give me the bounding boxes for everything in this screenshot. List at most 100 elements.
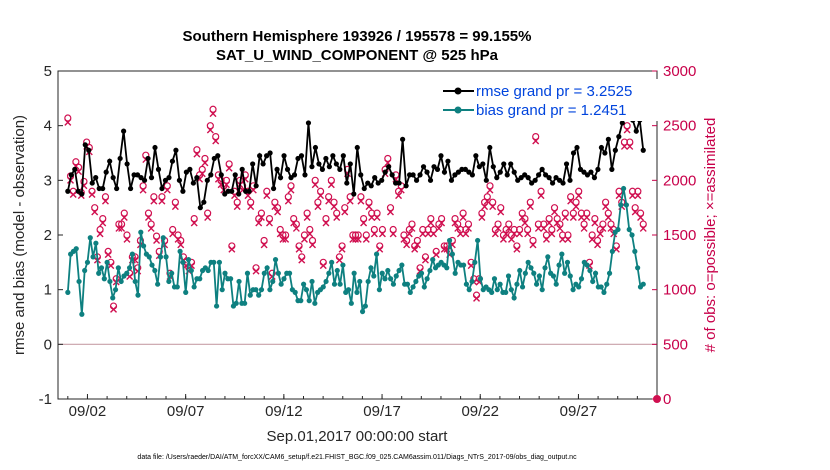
bias-point <box>536 273 542 279</box>
obs-possible-point <box>424 225 432 234</box>
obs-assimilated-point <box>486 186 494 194</box>
bias-point <box>242 300 248 306</box>
obs-possible-point <box>437 215 446 223</box>
rmse-point <box>452 172 458 178</box>
obs-assimilated-point <box>569 214 577 222</box>
obs-possible-point <box>327 176 335 184</box>
rmse-point <box>222 191 228 197</box>
rmse-point <box>347 161 353 167</box>
rmse-point <box>455 169 462 175</box>
rmse-point <box>518 175 524 181</box>
rmse-point <box>232 172 238 178</box>
obs-assimilated-point <box>309 241 317 249</box>
obs-assimilated-point <box>330 203 338 211</box>
rmse-point <box>312 144 319 151</box>
obs-possible-point <box>459 209 467 217</box>
bias-point <box>522 270 528 276</box>
obs-assimilated-point <box>314 203 322 211</box>
rmse-point <box>284 166 291 172</box>
obs-assimilated-point <box>438 219 446 227</box>
obs-possible-point <box>144 209 153 217</box>
obs-possible-point <box>212 133 220 141</box>
obs-assimilated-point <box>545 219 553 227</box>
bias-point <box>174 284 180 290</box>
obs-assimilated-point <box>637 214 645 222</box>
bias-point <box>323 278 329 285</box>
obs-assimilated-point <box>489 203 497 211</box>
obs-possible-point <box>139 182 147 190</box>
obs-assimilated-point <box>169 230 177 238</box>
obs-assimilated-point <box>629 192 636 200</box>
bias-point <box>253 287 259 293</box>
bias-point <box>84 259 91 265</box>
obs-possible-point <box>634 187 642 195</box>
obs-assimilated-point <box>567 197 575 205</box>
bias-point <box>334 267 340 274</box>
rmse-point <box>197 205 203 211</box>
obs-assimilated-point <box>317 192 325 200</box>
obs-assimilated-point <box>411 245 419 253</box>
rmse-point <box>264 153 270 159</box>
rmse-point <box>494 175 500 181</box>
obs-assimilated-point <box>534 224 542 232</box>
obs-assimilated-point <box>456 230 464 238</box>
obs-assimilated-point <box>190 219 198 227</box>
rmse-point <box>239 166 245 172</box>
rmse-point <box>612 147 618 153</box>
bias-point <box>141 243 147 249</box>
obs-assimilated-point <box>575 192 583 200</box>
bias-point <box>472 259 478 265</box>
bias-point <box>359 308 366 315</box>
obs-possible-point <box>303 209 311 217</box>
obs-possible-point <box>497 204 505 212</box>
rmse-point <box>75 188 81 194</box>
bias-point <box>351 270 357 276</box>
obs-assimilated-point <box>518 214 526 222</box>
obs-possible-point <box>120 209 128 217</box>
rmse-point <box>82 142 88 148</box>
obs-possible-point <box>349 231 357 239</box>
bias-point <box>112 287 119 293</box>
obs-possible-point <box>365 198 373 206</box>
bias-point <box>379 270 385 276</box>
rmse-point <box>173 147 179 153</box>
bias-point <box>155 281 161 287</box>
obs-assimilated-point <box>516 230 524 238</box>
obs-markers <box>64 105 647 313</box>
obs-possible-point <box>524 225 532 234</box>
obs-assimilated-point <box>615 192 623 200</box>
obs-assimilated-point <box>542 235 550 243</box>
bias-point <box>604 281 610 287</box>
legend-box <box>438 79 659 121</box>
obs-possible-point <box>152 232 161 240</box>
bias-point <box>539 287 545 293</box>
obs-possible-point <box>545 215 553 223</box>
bias-point <box>519 284 526 290</box>
rmse-point <box>379 177 385 183</box>
obs-assimilated-point <box>204 214 212 222</box>
obs-possible-point <box>526 198 534 206</box>
bias-point <box>421 284 427 290</box>
rmse-point <box>577 166 584 172</box>
obs-assimilated-point <box>389 230 397 238</box>
rmse-point <box>316 161 322 167</box>
rmse-point <box>588 169 594 175</box>
rmse-point <box>602 150 608 156</box>
bias-point <box>278 281 284 287</box>
obs-possible-point <box>505 220 513 228</box>
right-tick-label: 3000 <box>663 63 696 80</box>
bias-point <box>407 289 413 295</box>
x-axis: 09/02 09/07 09/12 09/17 09/22 09/27 <box>67 394 638 420</box>
obs-possible-point <box>553 215 561 223</box>
obs-possible-point <box>330 198 338 206</box>
rmse-point <box>563 161 570 167</box>
bias-point <box>256 292 262 298</box>
obs-possible-point <box>360 215 368 223</box>
obs-assimilated-point <box>620 142 628 150</box>
obs-possible-point <box>204 209 212 217</box>
x-tick-label: 09/27 <box>560 403 598 420</box>
obs-assimilated-point <box>559 235 567 243</box>
obs-assimilated-point <box>300 235 308 243</box>
bias-point <box>345 287 352 293</box>
obs-assimilated-point <box>594 241 602 249</box>
